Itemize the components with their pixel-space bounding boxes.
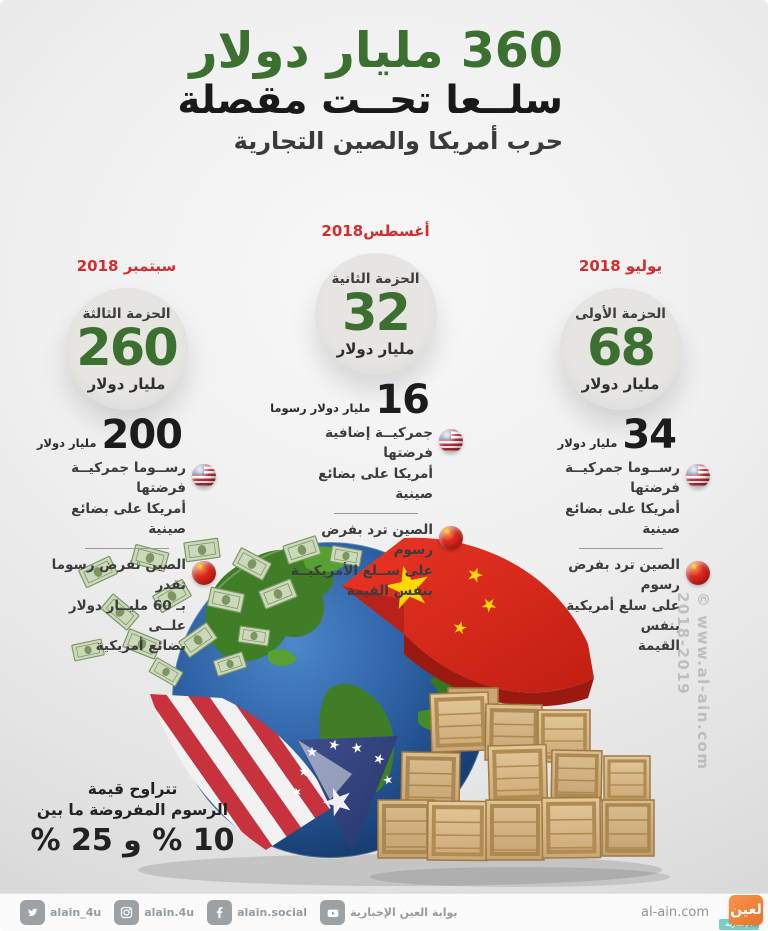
china-tariff-fact: الصين تفرض رسوما تقدر بـ 60 مليــار دولا…	[37, 555, 216, 656]
fact-line: بنفس القيمة	[346, 582, 433, 599]
fact-line: بـ 60 مليــار دولار علــى	[68, 597, 186, 634]
detail-unit: مليار دولار	[36, 436, 97, 450]
package-date: أغسطس2018	[321, 222, 430, 240]
social-item-twitter[interactable]: alain_4u	[20, 900, 101, 925]
china-tariff-fact: الصين ترد بفرض رسوم على سلع أمريكية بنفس…	[531, 555, 710, 656]
footer-brand: al-ain.com الإخبارية لعين	[641, 895, 763, 930]
fact-line: أمريكا على بضائع صينية	[565, 500, 680, 537]
fact-line: على ســلع الأمريكيــة	[290, 562, 433, 579]
fact-line: جمركيــة إضافية فرضتها	[325, 425, 433, 462]
fact-line: على سلع أمريكية بنفس	[566, 597, 680, 634]
watermark-site: © www.al-ain.com	[694, 592, 712, 771]
package-detail: 200 مليار دولار رســوما جمركيــة فرضتها …	[36, 412, 216, 656]
fact-line: رســوما جمركيــة فرضتها	[565, 460, 680, 497]
headline: سلــعا تحــت مقصلة	[177, 77, 563, 123]
fact-line: أمريكا على بضائع صينية	[71, 500, 186, 537]
detail-value: 16	[375, 377, 430, 423]
youtube-handle[interactable]: بوابة العين الإخبارية	[350, 906, 458, 919]
website-link[interactable]: al-ain.com	[641, 905, 709, 920]
package-value: 32	[342, 283, 411, 343]
alain-logo[interactable]: الإخبارية لعين	[719, 895, 763, 930]
us-tariff-fact: رســوما جمركيــة فرضتها أمريكا على بضائع…	[531, 458, 710, 539]
subtitle: حرب أمريكا والصين التجارية	[233, 126, 563, 155]
social-item-instagram[interactable]: alain.4u	[114, 900, 194, 925]
copyright-watermark: © www.al-ain.com 2018-2019	[673, 592, 713, 778]
package-detail: 34 مليار دولار رســوما جمركيــة فرضتها أ…	[531, 412, 710, 656]
us-tariff-fact: رســوما جمركيــة فرضتها أمريكا على بضائع…	[37, 458, 216, 539]
fact-line: الصين ترد بفرض رسوم	[568, 557, 680, 594]
package-label: الحزمة الثالثة	[82, 305, 171, 322]
facebook-icon[interactable]	[207, 900, 233, 925]
fees-note-line: تتراوح قيمة	[87, 780, 178, 798]
divider	[84, 548, 169, 549]
detail-unit: مليار دولار	[557, 436, 618, 450]
ground-shadow	[138, 854, 670, 887]
social-links: alain_4u alain.4u alain.social بوابة الع…	[20, 900, 458, 925]
us-flag-icon	[686, 464, 710, 488]
header: 360 مليار دولار سلــعا تحــت مقصلة حرب أ…	[177, 22, 564, 157]
package-unit: مليار دولار	[87, 374, 166, 393]
alain-logo-mark: لعين	[729, 895, 763, 925]
china-flag-icon	[686, 561, 710, 585]
twitter-handle[interactable]: alain_4u	[50, 906, 102, 919]
package-unit: مليار دولار	[336, 339, 415, 358]
package-label: الحزمة الثانية	[331, 270, 420, 287]
divider	[333, 513, 418, 514]
package-circle: الحزمة الثانية 32 مليار دولار	[314, 253, 437, 375]
fact-line: الصين ترد بفرض رسوم	[321, 522, 433, 559]
fact-line: الصين تفرض رسوما تقدر	[51, 557, 186, 594]
instagram-handle[interactable]: alain.4u	[144, 906, 195, 919]
detail-amount: 16 مليار دولار رسوما	[270, 377, 463, 423]
detail-amount: 200 مليار دولار	[36, 412, 216, 458]
us-tariff-fact: جمركيــة إضافية فرضتها أمريكا على بضائع …	[288, 423, 463, 504]
fees-note: تتراوح قيمة الرسوم المفروضة ما بين 10 % …	[25, 779, 240, 858]
package-circle: الحزمة الأولى 68 مليار دولار	[559, 288, 682, 410]
china-tariff-fact: الصين ترد بفرض رسوم على ســلع الأمريكيــ…	[288, 520, 463, 601]
twitter-icon[interactable]	[20, 900, 45, 925]
china-flag-icon	[439, 526, 463, 550]
package-date: يوليو 2018	[578, 257, 663, 275]
detail-value: 34	[622, 412, 677, 458]
fact-line: بضائع أمريكية	[95, 638, 186, 654]
package-label: الحزمة الأولى	[575, 305, 666, 322]
package-date: سبتمبر 2018	[76, 257, 177, 275]
fact-line: رســوما جمركيــة فرضتها	[71, 460, 186, 497]
instagram-icon[interactable]	[114, 900, 140, 925]
detail-value: 200	[101, 412, 183, 458]
fact-line: القيمة	[637, 638, 680, 654]
fees-range: 10 % و 25 %	[30, 822, 235, 858]
package-detail: 16 مليار دولار رسوما جمركيــة إضافية فرض…	[270, 377, 463, 601]
package-circle: الحزمة الثالثة 260 مليار دولار	[65, 288, 188, 410]
footer-bar: alain_4u alain.4u alain.social بوابة الع…	[0, 893, 768, 931]
package-column-first: يوليو 2018 الحزمة الأولى 68 مليار دولار …	[531, 257, 710, 656]
package-value: 68	[587, 318, 656, 378]
china-flag-icon	[192, 561, 216, 585]
detail-unit: مليار دولار رسوما	[270, 401, 371, 415]
watermark-years: 2018-2019	[674, 592, 693, 696]
detail-amount: 34 مليار دولار	[531, 412, 710, 458]
total-amount: 360 مليار دولار	[189, 22, 564, 79]
package-value: 260	[76, 318, 178, 378]
youtube-icon[interactable]	[320, 900, 346, 925]
wooden-crates	[377, 687, 655, 862]
us-flag-icon	[192, 464, 216, 488]
package-column-third: سبتمبر 2018 الحزمة الثالثة 260 مليار دول…	[37, 257, 216, 656]
us-flag-icon	[439, 429, 463, 453]
fact-line: أمريكا على بضائع صينية	[318, 465, 433, 502]
package-column-second: أغسطس2018 الحزمة الثانية 32 مليار دولار …	[270, 222, 463, 601]
fees-note-line: الرسوم المفروضة ما بين	[36, 800, 229, 819]
social-item-facebook[interactable]: alain.social	[207, 900, 307, 925]
facebook-handle[interactable]: alain.social	[237, 906, 308, 919]
divider	[578, 548, 663, 549]
package-unit: مليار دولار	[581, 374, 660, 393]
social-item-youtube[interactable]: بوابة العين الإخبارية	[320, 900, 458, 925]
